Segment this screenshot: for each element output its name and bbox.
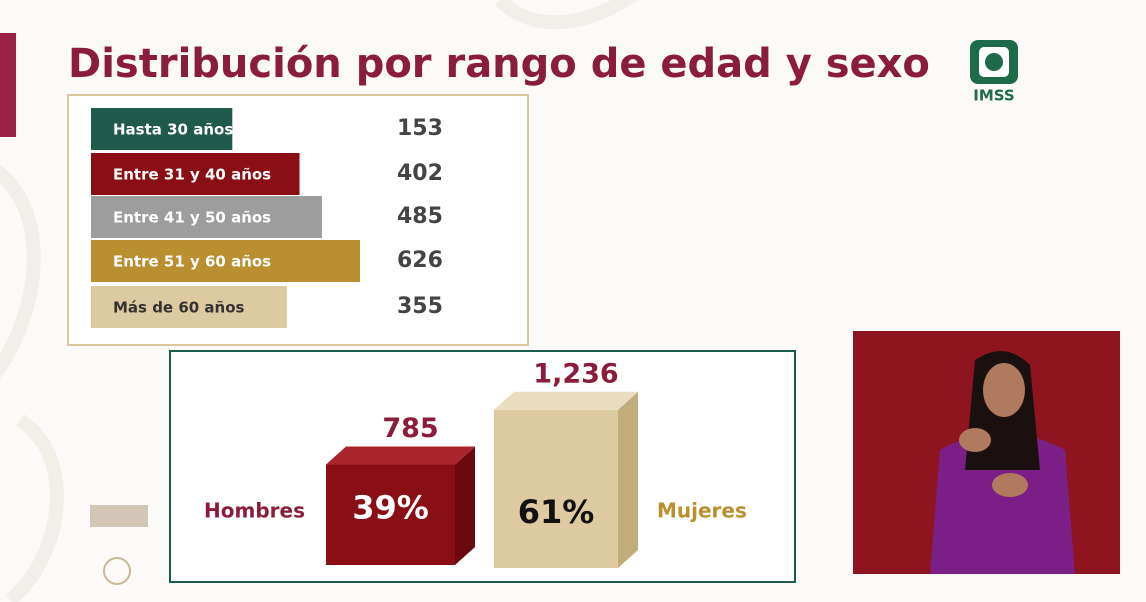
bar-side: [618, 391, 638, 568]
bar-label: Más de 60 años: [113, 299, 245, 317]
interpreter-hand: [992, 473, 1028, 497]
value-label: 626: [397, 248, 443, 273]
background-pattern: [0, 0, 638, 602]
value-label: 153: [397, 116, 443, 141]
sex-box: [169, 350, 796, 583]
imss-logo: IMSS: [970, 40, 1018, 105]
percentage-label: 61%: [518, 493, 595, 531]
bar-top: [494, 391, 638, 410]
accent-bar: [0, 33, 16, 137]
bar-side: [455, 446, 475, 565]
value-label: 785: [382, 413, 438, 444]
title: Distribución por rango de edad y sexo: [68, 41, 930, 87]
bar-label: Entre 31 y 40 años: [113, 166, 271, 184]
percentage-label: 39%: [352, 489, 429, 527]
emblem: [90, 505, 148, 585]
interpreter-hand: [959, 428, 991, 452]
emblem-seal: [103, 557, 131, 585]
bar-label: Entre 41 y 50 años: [113, 209, 271, 227]
bar-label: Entre 51 y 60 años: [113, 253, 271, 271]
bar-top: [326, 446, 475, 465]
value-label: 402: [397, 161, 443, 186]
bar: [326, 464, 455, 565]
bar: [91, 286, 287, 328]
value-label: 485: [397, 204, 443, 229]
interpreter-face: [983, 363, 1025, 417]
bar: [91, 240, 361, 282]
category-label: Mujeres: [657, 499, 747, 523]
value-label: 1,236: [533, 358, 618, 389]
bar: [91, 108, 233, 150]
logo-figure: [985, 53, 1003, 71]
logo-text: IMSS: [973, 87, 1014, 105]
interpreter-video: [853, 331, 1120, 574]
bar-label: Hasta 30 años: [113, 121, 233, 139]
value-label: 355: [397, 294, 443, 319]
bar: [91, 196, 322, 238]
bar: [91, 153, 300, 195]
emblem-figures: [90, 505, 148, 527]
category-label: Hombres: [204, 499, 305, 523]
bar: [494, 409, 618, 568]
